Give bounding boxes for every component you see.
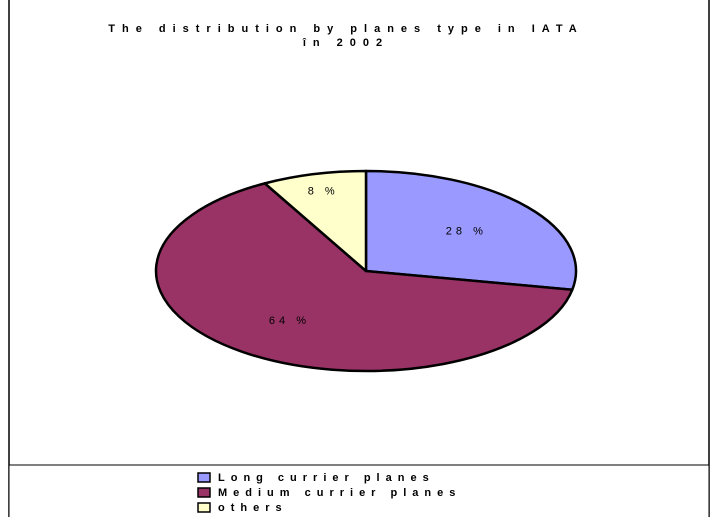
legend-swatch bbox=[197, 502, 211, 513]
data-label: 8 % bbox=[308, 185, 339, 197]
legend-box bbox=[8, 464, 710, 517]
chart-title: The distribution by planes type in IATA … bbox=[108, 23, 584, 49]
legend-label: Long currier planes bbox=[218, 472, 435, 484]
data-label: 64 % bbox=[269, 315, 310, 327]
data-label: 28 % bbox=[446, 225, 487, 237]
pie-slice bbox=[364, 169, 578, 291]
legend-swatch bbox=[197, 472, 211, 483]
legend-label: others bbox=[218, 502, 288, 514]
pie-slice bbox=[263, 169, 368, 273]
legend-label: Medium currier planes bbox=[218, 487, 461, 499]
pie-slice bbox=[154, 182, 574, 373]
legend-swatch bbox=[197, 487, 211, 498]
